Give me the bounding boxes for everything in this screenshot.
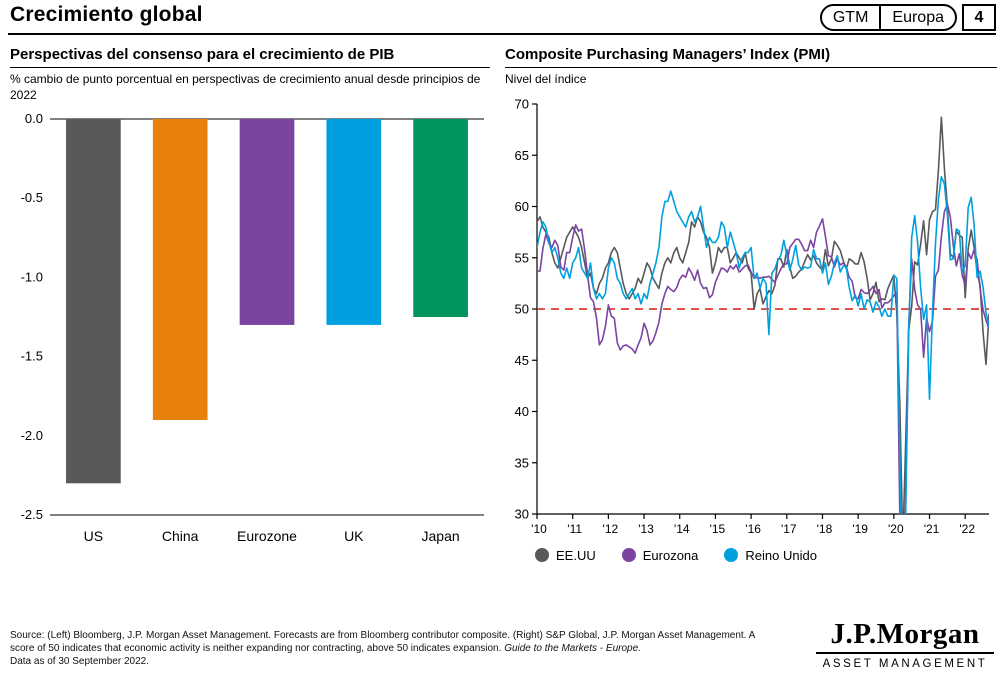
x-category-label: Japan — [422, 528, 460, 544]
series-line-Reino Unido — [537, 175, 989, 514]
source-text: Source: (Left) Bloomberg, J.P. Morgan As… — [10, 630, 755, 654]
x-tick-label: '16 — [745, 522, 761, 536]
bar-US — [66, 119, 121, 484]
bar-Eurozone — [239, 119, 295, 326]
legend-label: EE.UU — [556, 547, 596, 563]
legend-dot — [724, 548, 739, 563]
y-tick-label: 65 — [515, 147, 529, 162]
legend-item-Reino Unido: Reino Unido — [724, 548, 817, 563]
x-tick-label: '17 — [781, 522, 797, 536]
y-tick-label: 50 — [515, 301, 529, 316]
asset-management-label: ASSET MANAGEMENT — [822, 658, 988, 670]
bar-China — [152, 119, 208, 421]
y-tick-label: 35 — [515, 455, 529, 470]
gtm-label: GTM — [832, 8, 869, 26]
page-title: Crecimiento global — [10, 3, 203, 26]
x-tick-label: '22 — [959, 522, 975, 536]
y-tick-label: 45 — [515, 352, 529, 367]
y-tick-label: -2.5 — [21, 507, 43, 522]
x-category-label: UK — [344, 528, 364, 544]
left-chart-title: Perspectivas del consenso para el crecim… — [10, 46, 490, 68]
x-tick-label: '10 — [531, 522, 547, 536]
x-category-label: China — [162, 528, 199, 544]
legend-label: Eurozona — [642, 547, 699, 563]
gtm-badge: GTM Europa 4 — [819, 4, 996, 31]
gtm-divider — [879, 6, 882, 29]
y-tick-label: 55 — [515, 250, 529, 265]
x-tick-label: '11 — [567, 522, 582, 536]
x-tick-label: '13 — [638, 522, 654, 536]
x-tick-label: '18 — [817, 522, 833, 536]
legend-dot — [621, 548, 636, 563]
x-tick-label: '14 — [674, 522, 690, 536]
gtm-pill: GTM Europa — [819, 4, 957, 31]
x-category-label: Eurozone — [237, 528, 297, 544]
pmi-section: Composite Purchasing Managers’ Index (PM… — [505, 46, 997, 563]
legend-dot — [535, 548, 549, 563]
data-as-of: Data as of 30 September 2022. — [10, 655, 149, 667]
legend-label: Reino Unido — [745, 547, 817, 563]
legend-item-Eurozona: Eurozona — [621, 547, 699, 563]
gtm-page-number: 4 — [962, 4, 996, 31]
x-tick-label: '20 — [888, 522, 904, 536]
x-category-label: US — [84, 528, 103, 544]
x-tick-label: '12 — [603, 522, 619, 536]
header-divider — [8, 33, 996, 35]
y-tick-label: -0.5 — [21, 190, 43, 205]
y-tick-label: 60 — [515, 199, 529, 214]
gdp-consensus-section: Perspectivas del consenso para el crecim… — [10, 46, 490, 555]
y-tick-label: -1.0 — [21, 270, 43, 285]
y-tick-label: 0.0 — [25, 111, 43, 126]
gtm-region-label: Europa — [892, 8, 944, 26]
gdp-growth-bar-chart: 0.0 -0.5 -1.0 -1.5 -2.0 -2.5 US China Eurozone UK… — [21, 111, 484, 544]
x-tick-label: '21 — [924, 522, 940, 536]
right-chart-title: Composite Purchasing Managers’ Index (PM… — [505, 46, 997, 68]
y-tick-label: -1.5 — [21, 349, 43, 364]
y-tick-label: 40 — [515, 404, 529, 419]
logo-rule — [816, 652, 994, 654]
pmi-legend: EE.UU Eurozona Reino Unido — [535, 548, 997, 563]
right-chart-subtitle: Nivel del índice — [505, 72, 587, 86]
left-chart-subtitle: % cambio de punto porcentual en perspect… — [10, 72, 481, 102]
y-tick-label: 30 — [515, 506, 529, 521]
source-publication: Guide to the Markets - Europe. — [504, 642, 641, 654]
jpmorgan-logo: J.P.Morgan ASSET MANAGEMENT — [816, 618, 994, 670]
legend-item-EE.UU: EE.UU — [535, 548, 596, 563]
jpmorgan-wordmark: J.P.Morgan — [830, 618, 980, 650]
y-tick-label: -2.0 — [21, 428, 43, 443]
bar-Japan — [413, 119, 468, 318]
bar-UK — [326, 119, 382, 326]
y-tick-label: 70 — [515, 96, 529, 111]
source-note: Source: (Left) Bloomberg, J.P. Morgan As… — [10, 630, 780, 668]
x-tick-label: '15 — [710, 522, 726, 536]
x-tick-label: '19 — [852, 522, 868, 536]
series-line-Eurozona — [537, 203, 989, 514]
pmi-line-chart: 30 35 40 45 50 55 60 65 70 '10 '11 '12 '13 '14 '15 '16 '… — [515, 96, 989, 536]
